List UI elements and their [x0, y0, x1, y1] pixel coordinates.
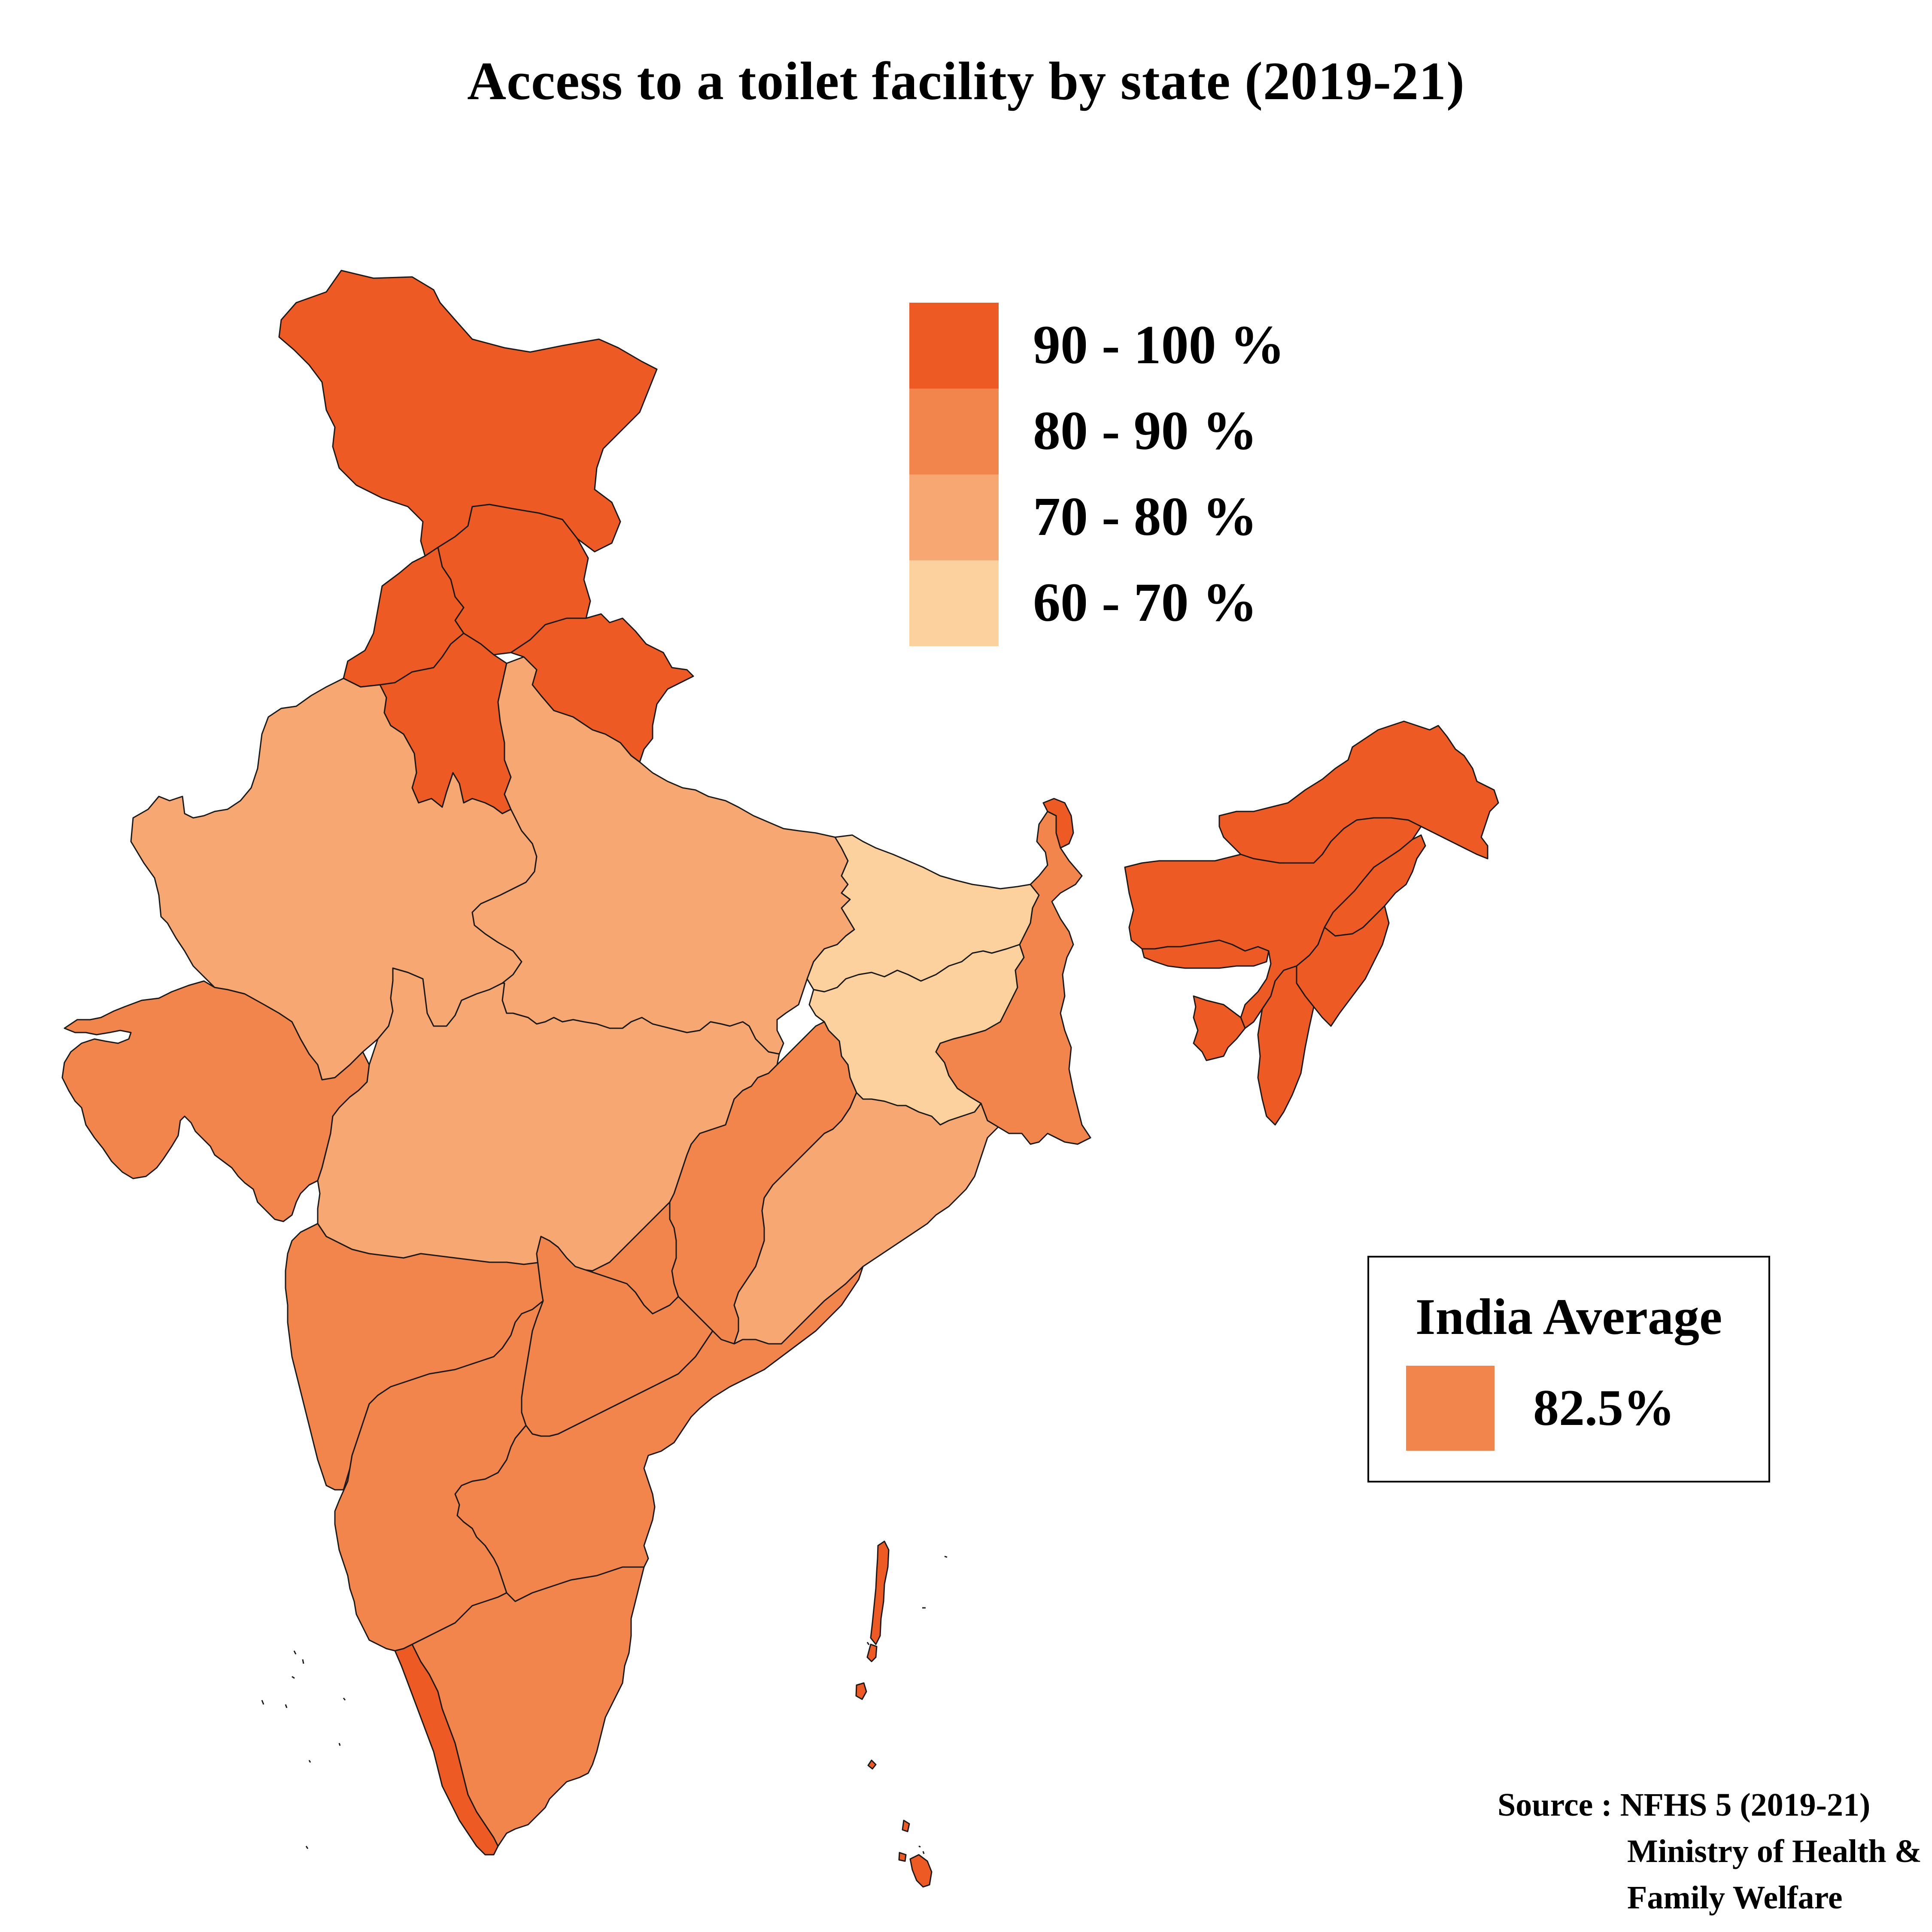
island-speck [918, 1845, 921, 1848]
island-speck [305, 1846, 309, 1849]
island-speck [343, 1698, 346, 1701]
legend: 90 - 100 % 80 - 90 % 70 - 80 % 60 - 70 % [909, 303, 1339, 646]
state-west-bengal [935, 811, 1091, 1145]
state-meghalaya [1141, 939, 1270, 969]
island-speck [866, 1642, 870, 1645]
island-speck [338, 1743, 341, 1746]
legend-item: 90 - 100 % [909, 303, 1339, 389]
source-line: Family Welfare [1627, 1880, 1843, 1916]
legend-swatch [909, 474, 999, 560]
source-line: Ministry of Health & [1627, 1833, 1922, 1869]
andaman-nicobar-island [902, 1820, 910, 1832]
india-average-swatch [1406, 1366, 1495, 1451]
island-speck [292, 1676, 295, 1679]
legend-swatch [909, 303, 999, 389]
island-speck [285, 1704, 288, 1708]
legend-item: 60 - 70 % [909, 560, 1339, 646]
island-speck [293, 1650, 297, 1655]
state-gujarat [61, 980, 370, 1222]
india-average-value: 82.5% [1533, 1379, 1675, 1436]
state-mizoram [1257, 965, 1315, 1126]
state-jammu-and-kashmir-ladakh [278, 270, 658, 557]
andaman-nicobar-island [898, 1852, 907, 1862]
island-speck [302, 1659, 304, 1664]
state-tripura [1193, 995, 1246, 1061]
india-average-box: India Average 82.5% [1367, 1256, 1770, 1482]
legend-label: 90 - 100 % [1033, 314, 1285, 375]
legend-swatch [909, 560, 999, 646]
state-tamil-nadu [411, 1566, 645, 1847]
island-speck [944, 1555, 948, 1558]
andaman-nicobar-island [866, 1643, 878, 1662]
legend-label: 80 - 90 % [1033, 400, 1258, 461]
state-karnataka [334, 1300, 544, 1652]
andaman-nicobar-island [867, 1759, 877, 1770]
andaman-nicobar-island [870, 1540, 890, 1645]
legend-label: 70 - 80 % [1033, 486, 1258, 547]
state-sikkim [1042, 798, 1074, 849]
andaman-nicobar-island [909, 1854, 933, 1888]
island-speck [261, 1700, 264, 1705]
india-average-title: India Average [1415, 1288, 1722, 1345]
legend-item: 80 - 90 % [909, 389, 1339, 474]
source-line: Source : NFHS 5 (2019-21) [1498, 1787, 1871, 1823]
island-speck [308, 1760, 311, 1763]
island-speck [922, 1851, 925, 1854]
legend-item: 70 - 80 % [909, 474, 1339, 560]
legend-label: 60 - 70 % [1033, 572, 1258, 633]
andaman-nicobar-island [855, 1682, 867, 1700]
legend-swatch [909, 389, 999, 474]
source-note: Source : NFHS 5 (2019-21) Ministry of He… [1498, 1782, 1922, 1921]
state-manipur [1296, 905, 1390, 1027]
map-title: Access to a toilet facility by state (20… [467, 52, 1465, 111]
